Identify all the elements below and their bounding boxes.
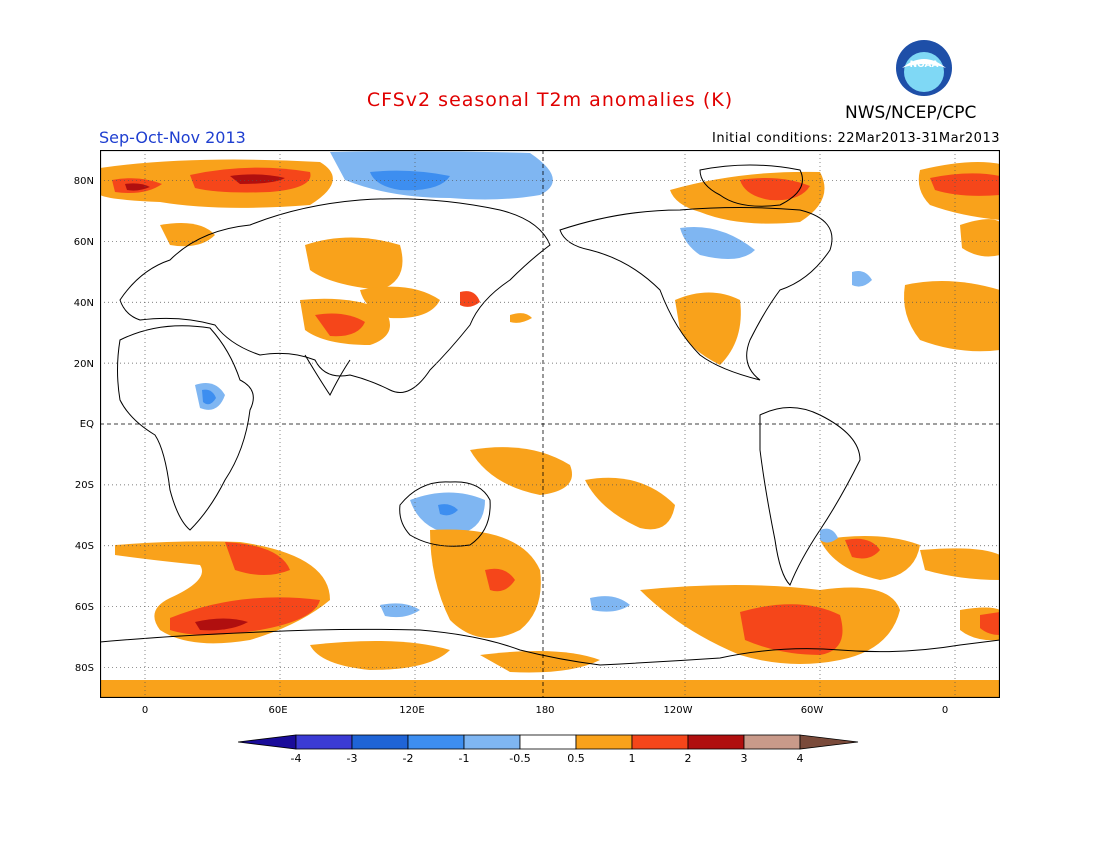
coastline-australia (399, 481, 491, 547)
lat-label: 80N (73, 176, 94, 187)
lat-label: 20S (74, 480, 94, 491)
anomaly-cool-region (380, 603, 420, 618)
anomaly-warm-region (904, 281, 1000, 352)
lat-label: 40S (74, 541, 94, 552)
anomaly-cool-region (820, 528, 838, 543)
anomaly-hot-region (740, 604, 843, 655)
anomaly-warm-region (510, 313, 532, 323)
anomaly-warm-region (585, 477, 675, 530)
anomaly-cool-region (852, 271, 872, 287)
anomaly-cool-region (680, 226, 755, 259)
anomaly-cold-region (202, 389, 216, 405)
anomaly-cold-region (370, 170, 450, 191)
anomaly-hot-region (460, 291, 480, 307)
coastline-greenland (699, 164, 803, 207)
colorbar-label: 0.5 (567, 752, 585, 765)
coastline-africa (117, 325, 254, 531)
anomaly-hot-region (930, 173, 1000, 196)
coastline-antarctica (100, 628, 1000, 666)
anomaly-warm-region (160, 222, 215, 247)
coastline-india (304, 354, 351, 396)
lon-label: 180 (535, 705, 555, 716)
colorbar-swatch (463, 734, 521, 750)
colorbar-boxes (295, 734, 801, 750)
anomaly-very-hot-region (125, 183, 150, 191)
anomaly-warm-region (470, 447, 572, 495)
lat-label: 60S (74, 602, 94, 613)
colorbar-label: 3 (740, 752, 748, 765)
coastline-eurasia (119, 198, 551, 393)
anomaly-hot-region (845, 538, 880, 559)
colorbar-label: 4 (796, 752, 804, 765)
colorbar-label: -0.5 (509, 752, 531, 765)
colorbar-swatch (743, 734, 801, 750)
noaa-logo: NOAA (896, 40, 952, 96)
anomaly-hot-region (740, 178, 810, 201)
colorbar-label: -1 (458, 752, 470, 765)
anomaly-warm-region (820, 536, 920, 580)
anomaly-hot-region (225, 542, 290, 575)
lon-label: 60E (268, 705, 288, 716)
grid-lines (100, 150, 1000, 698)
initial-conditions-label: Initial conditions: 22Mar2013-31Mar2013 (712, 131, 1000, 146)
colorbar-right-arrow (799, 734, 859, 750)
logo-text: NOAA (910, 60, 939, 70)
anomaly-warm-region (960, 219, 1000, 257)
chart-title: CFSv2 seasonal T2m anomalies (K) (366, 89, 734, 111)
colorbar-left-arrow (238, 734, 297, 750)
lon-label: 0 (941, 705, 949, 716)
anomaly-warm-region (305, 237, 403, 290)
anomaly-cool-region (590, 596, 630, 612)
colorbar-swatch (351, 734, 409, 750)
lat-label: 20N (73, 359, 94, 370)
colorbar-label: -4 (290, 752, 302, 765)
anomaly-cold-region (438, 504, 458, 516)
colorbar-label: -2 (402, 752, 414, 765)
lat-label: 40N (73, 298, 94, 309)
anomaly-very-hot-region (195, 618, 248, 631)
lon-label: 60W (800, 705, 824, 716)
season-label: Sep-Oct-Nov 2013 (99, 128, 246, 147)
colorbar-swatch (687, 734, 745, 750)
anomaly-very-hot-region (230, 174, 285, 184)
anomaly-map (100, 150, 1000, 698)
lat-label: EQ (79, 419, 94, 430)
colorbar-swatch (631, 734, 689, 750)
anomaly-hot-region (485, 568, 515, 592)
logo-inner-circle (904, 52, 944, 92)
anomaly-warm-region (920, 548, 1000, 580)
colorbar-label: -3 (346, 752, 358, 765)
colorbar-label: 1 (628, 752, 636, 765)
colorbar-swatch (295, 734, 353, 750)
map-frame (100, 150, 1000, 698)
anomaly-shading (100, 151, 1000, 698)
coastline-north-america (559, 207, 833, 381)
lon-label: 120E (399, 705, 425, 716)
anomaly-warm-region (675, 292, 741, 365)
lat-label: 60N (73, 237, 94, 248)
colorbar-swatch (519, 734, 577, 750)
lon-label: 120W (663, 705, 693, 716)
anomaly-warm-region (100, 680, 1000, 698)
lon-label: 0 (141, 705, 149, 716)
anomaly-warm-region (430, 529, 541, 638)
colorbar-label: 2 (684, 752, 692, 765)
agency-label: NWS/NCEP/CPC (845, 103, 977, 123)
colorbar-swatch (407, 734, 465, 750)
anomaly-hot-region (980, 612, 1000, 635)
colorbar-swatch (575, 734, 633, 750)
anomaly-hot-region (315, 313, 365, 337)
colorbar (238, 734, 859, 750)
anomaly-warm-region (480, 651, 600, 673)
logo-bird-icon (902, 59, 946, 68)
lat-label: 80S (74, 663, 94, 674)
